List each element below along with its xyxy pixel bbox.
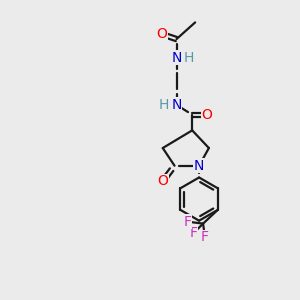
- Text: F: F: [183, 214, 191, 229]
- Text: N: N: [194, 159, 204, 173]
- Text: O: O: [202, 108, 212, 122]
- Text: O: O: [156, 27, 167, 41]
- Text: N: N: [171, 51, 182, 65]
- Text: F: F: [201, 230, 209, 244]
- Text: H: H: [159, 98, 169, 112]
- Text: F: F: [189, 226, 197, 240]
- Text: O: O: [157, 174, 168, 188]
- Text: N: N: [171, 98, 182, 112]
- Text: H: H: [184, 51, 194, 65]
